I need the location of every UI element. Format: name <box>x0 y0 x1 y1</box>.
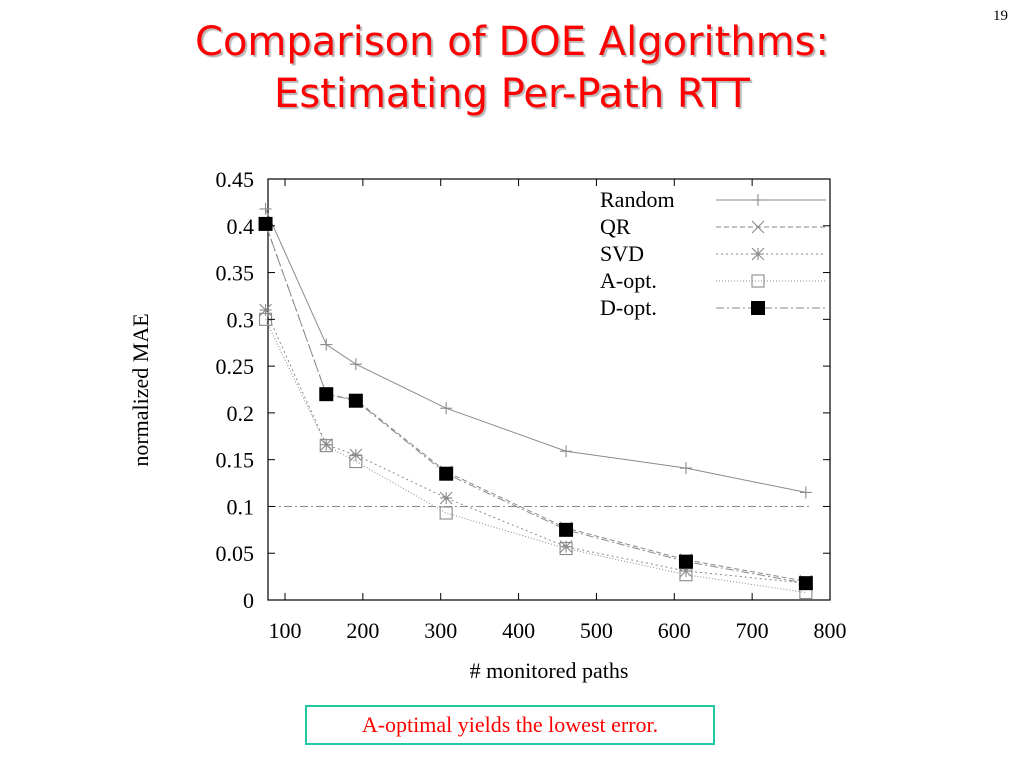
series-line-aopt <box>265 319 806 593</box>
y-tick-label: 0.4 <box>227 214 255 239</box>
data-point-aopt <box>319 439 333 453</box>
series-line-dopt <box>265 223 806 584</box>
series-line-qr <box>265 223 806 582</box>
data-point-dopt <box>258 216 273 231</box>
legend-marker-qr <box>751 220 765 234</box>
plot-border <box>267 178 831 601</box>
data-point-svd <box>319 438 333 452</box>
data-point-random <box>320 338 333 351</box>
legend-marker-dopt <box>751 301 765 315</box>
legend-marker-svd <box>751 247 765 261</box>
legend-label-svd: SVD <box>600 241 644 266</box>
series-lines <box>265 208 806 593</box>
legend-marker-random <box>752 194 764 206</box>
callout-text: A-optimal yields the lowest error. <box>361 712 659 737</box>
legend-label-random: Random <box>600 187 675 212</box>
data-point-random <box>440 402 453 415</box>
data-point-random <box>259 202 272 215</box>
x-tick-label: 500 <box>580 618 613 643</box>
callout-box: A-optimal yields the lowest error. <box>305 705 715 745</box>
data-point-random <box>349 358 362 371</box>
x-tick-label: 800 <box>814 618 847 643</box>
x-tick-label: 400 <box>502 618 535 643</box>
legend-label-qr: QR <box>600 214 631 239</box>
legend-label-aopt: A-opt. <box>600 268 657 293</box>
data-point-aopt <box>439 506 453 520</box>
y-axis-label: normalized MAE <box>128 313 153 466</box>
data-point-aopt <box>349 454 363 469</box>
data-point-dopt <box>319 387 334 402</box>
x-tick-label: 600 <box>658 618 691 643</box>
title-line-1: Comparison of DOE Algorithms: <box>195 19 829 65</box>
page-number: 19 <box>993 8 1008 24</box>
legend-label-dopt: D-opt. <box>600 295 657 320</box>
y-tick-label: 0 <box>243 588 254 613</box>
series-markers <box>258 202 813 600</box>
data-point-dopt <box>559 522 574 537</box>
data-point-random <box>799 486 812 499</box>
data-point-random <box>560 445 573 458</box>
title-line-2: Estimating Per-Path RTT <box>274 71 750 117</box>
chart: 100 200 300 400 500 600 700 800 0 0.05 0.1 0.15 0.2 0… <box>128 167 847 683</box>
y-tick-label: 0.15 <box>216 448 255 473</box>
data-point-svd <box>439 491 453 505</box>
slide-title: Comparison of DOE Algorithms: Estimating… <box>0 16 1024 120</box>
plot-frame <box>267 178 831 601</box>
data-point-random <box>679 462 692 475</box>
data-point-dopt <box>798 576 813 591</box>
data-point-aopt <box>559 541 573 556</box>
x-tick-label: 200 <box>346 618 379 643</box>
series-line-svd <box>265 309 806 584</box>
data-point-dopt <box>348 393 363 408</box>
data-point-dopt <box>678 554 693 569</box>
data-point-dopt <box>439 466 454 481</box>
data-point-aopt <box>679 568 693 582</box>
y-tick-label: 0.05 <box>216 541 255 566</box>
y-tick-label: 0.35 <box>216 261 255 286</box>
legend-marker-aopt <box>751 274 765 288</box>
data-point-svd <box>259 303 272 317</box>
y-tick-label: 0.45 <box>216 167 255 192</box>
series-line-random <box>265 208 806 493</box>
y-tick-label: 0.25 <box>216 354 255 379</box>
x-tick-label: 700 <box>736 618 769 643</box>
x-tick-label: 300 <box>424 618 457 643</box>
x-axis-label: # monitored paths <box>470 658 629 683</box>
axis-ticks: 100 200 300 400 500 600 700 800 0 0.05 0.1 0.15 0.2 0… <box>216 167 847 643</box>
y-tick-label: 0.3 <box>227 307 255 332</box>
y-tick-label: 0.1 <box>227 494 255 519</box>
x-tick-label: 100 <box>269 618 302 643</box>
y-tick-label: 0.2 <box>227 401 255 426</box>
